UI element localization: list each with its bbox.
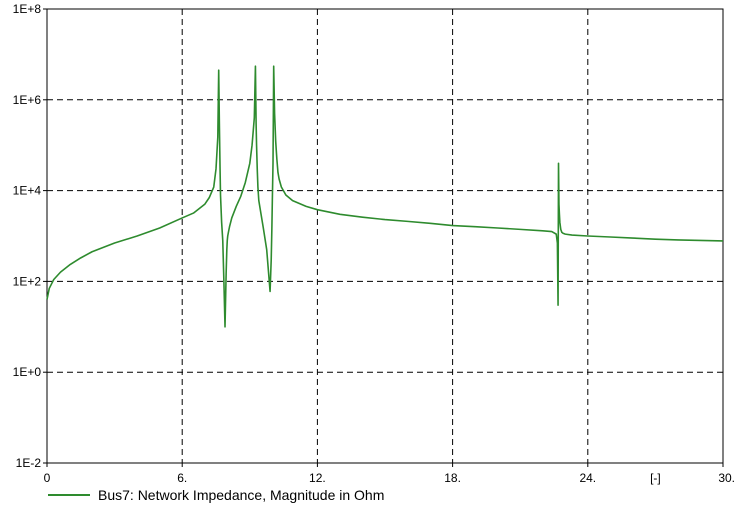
x-tick-label: 30. [718,471,735,485]
legend-label: Bus7: Network Impedance, Magnitude in Oh… [98,487,385,503]
x-tick-label: 0 [44,471,51,485]
y-axis-ticks: 1E-2 1E+0 1E+2 1E+4 1E+6 1E+8 [13,2,47,470]
y-tick-label: 1E+2 [13,274,42,288]
plot-area-frame [46,8,724,464]
series-line [46,65,724,328]
y-tick-label: 1E+8 [13,2,42,16]
x-tick-label: 24. [579,471,596,485]
grid [47,9,723,463]
y-tick-label: 1E+0 [13,365,42,379]
y-tick-label: 1E+6 [13,93,42,107]
series-layer [46,65,724,328]
x-tick-label: 18. [444,471,461,485]
y-tick-label: 1E+4 [13,184,42,198]
x-axis-unit-label: [-] [650,471,661,485]
x-axis-ticks: 0 6. 12. 18. 24. 30. [44,463,735,485]
x-tick-label: 6. [177,471,187,485]
legend-swatch [48,494,90,496]
x-tick-label: 12. [309,471,326,485]
y-tick-label: 1E-2 [16,456,42,470]
legend: Bus7: Network Impedance, Magnitude in Oh… [48,485,384,505]
